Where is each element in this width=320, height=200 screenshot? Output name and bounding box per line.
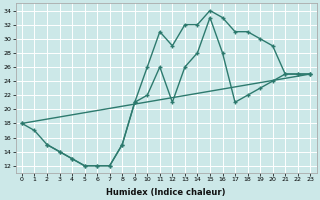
X-axis label: Humidex (Indice chaleur): Humidex (Indice chaleur) bbox=[106, 188, 226, 197]
